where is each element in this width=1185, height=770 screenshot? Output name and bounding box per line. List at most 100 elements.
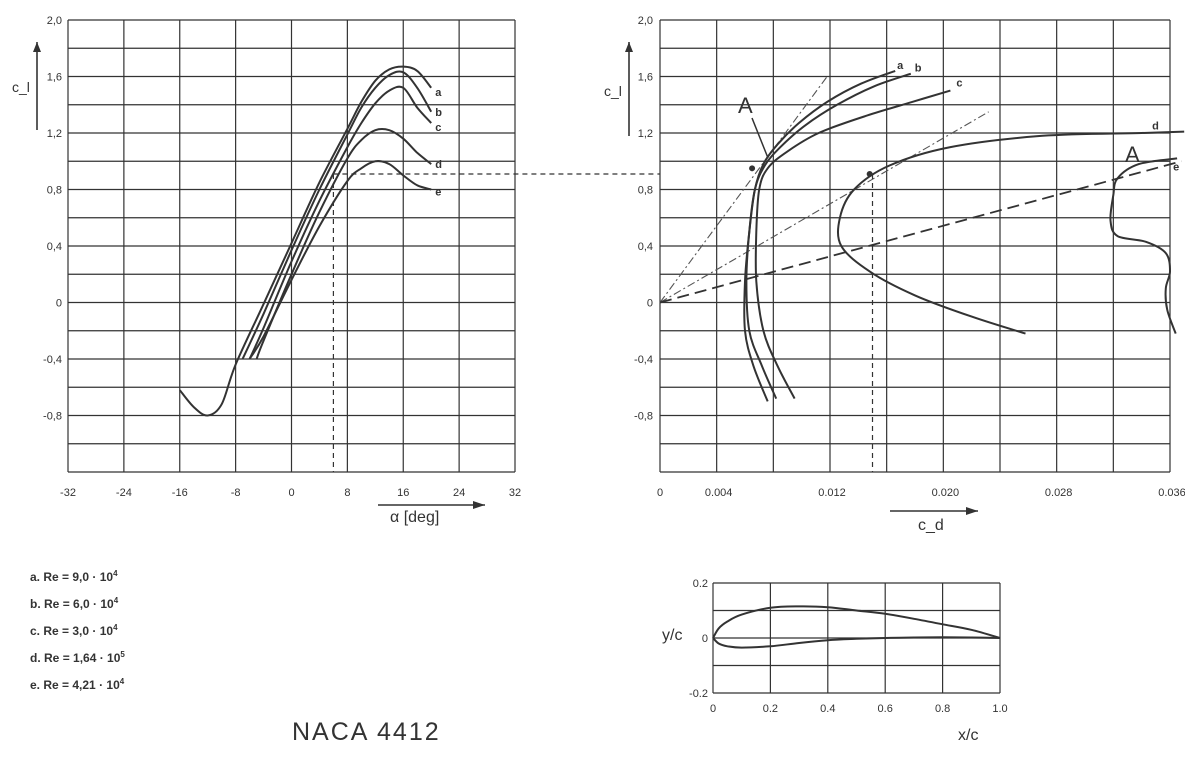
- series-line-b: [745, 72, 912, 400]
- tangent-ray-long: [659, 160, 1182, 304]
- x-tick-label: 0: [657, 487, 663, 499]
- y-tick-label: 2,0: [47, 15, 62, 27]
- legend-item-e: e. Re = 4,21 · 104: [30, 670, 125, 697]
- series-end-label: b: [915, 63, 922, 75]
- series-line-e: [248, 160, 432, 360]
- legend-key: c.: [30, 624, 41, 638]
- axis-arrow-head: [473, 501, 485, 509]
- series-line-c: [754, 89, 951, 400]
- axis-arrow-head: [966, 507, 978, 515]
- y-tick-label: 0,4: [638, 241, 653, 253]
- legend-item-c: c. Re = 3,0 · 104: [30, 616, 125, 643]
- x-tick-label: -32: [60, 487, 76, 499]
- tangent-ray: [659, 111, 989, 303]
- x-tick-label: 0.020: [932, 487, 960, 499]
- airfoil-profile-chart: 0 0.2 0.4 0.6 0.8 1.00.20-0.2y/cx/c: [662, 578, 1008, 744]
- y-tick-label: 0,8: [638, 185, 653, 197]
- series-line-c: [248, 85, 432, 360]
- series-end-label: d: [1152, 121, 1159, 133]
- x-tick-label: 0.2: [763, 703, 778, 715]
- x-tick-label: 0.004: [705, 487, 733, 499]
- y-axis-label: c_l: [604, 83, 622, 99]
- x-axis-label: x/c: [958, 727, 978, 744]
- y-tick-label: 1,2: [47, 128, 62, 140]
- legend-exponent: 4: [119, 677, 125, 686]
- legend-key: a.: [30, 570, 41, 584]
- annotation-pointer: [751, 117, 769, 159]
- series-end-label: c: [435, 122, 441, 134]
- y-tick-label: -0,4: [43, 354, 62, 366]
- legend-label: Re = 9,0 · 10: [43, 570, 114, 584]
- series-line-d: [836, 130, 1185, 335]
- legend-key: b.: [30, 597, 41, 611]
- legend-key: e.: [30, 678, 41, 692]
- figure-title: NACA 4412: [292, 718, 441, 746]
- y-tick-label: 1,2: [638, 128, 653, 140]
- x-tick-label: 32: [509, 487, 521, 499]
- lift-vs-drag-polar-chart: a b c d e A A 0 0.004 0.012 0.020 0.028 0.036 2,0 1,6 1…: [604, 15, 1185, 534]
- y-tick-label: -0,8: [634, 411, 653, 423]
- y-tick-label: 0: [702, 633, 708, 645]
- series-line-e: [1109, 157, 1178, 334]
- series-line-a: [743, 69, 896, 402]
- series-end-label: a: [435, 87, 442, 99]
- legend-exponent: 4: [113, 623, 118, 632]
- annotation-label: A: [738, 93, 753, 118]
- x-tick-label: 0: [710, 703, 716, 715]
- x-axis-label: c_d: [918, 517, 944, 534]
- x-tick-label: 0: [288, 487, 294, 499]
- series-line-d: [255, 128, 432, 360]
- series-end-label: e: [435, 187, 441, 199]
- series-line-a: [179, 65, 432, 417]
- legend-exponent: 4: [113, 596, 119, 605]
- legend-label: Re = 6,0 · 10: [44, 597, 114, 611]
- series-end-label: a: [897, 60, 904, 72]
- y-tick-label: 1,6: [638, 72, 653, 84]
- annotation-label: A: [1125, 142, 1140, 167]
- series-end-label: e: [1173, 161, 1179, 173]
- lift-vs-alpha-chart: abc d e -32 -24 -16 -8 0 8 16 24 32 2,0 1,6 1,2 0,8 0,4 0…: [12, 15, 660, 526]
- x-tick-label: 0.4: [820, 703, 835, 715]
- series-end-label: b: [435, 107, 442, 119]
- tangent-point-marker: [866, 170, 873, 177]
- series-end-label: c: [956, 78, 962, 90]
- x-tick-label: 0.6: [878, 703, 893, 715]
- x-tick-label: 0.8: [935, 703, 950, 715]
- x-tick-label: 0.012: [818, 487, 846, 499]
- axis-arrow-head: [625, 42, 633, 52]
- y-tick-label: -0,8: [43, 411, 62, 423]
- y-axis-label: c_l: [12, 79, 30, 95]
- y-tick-label: 0,4: [47, 241, 62, 253]
- x-tick-label: 0.028: [1045, 487, 1073, 499]
- y-tick-label: 0.2: [693, 578, 708, 590]
- tangent-point-marker: [749, 165, 756, 172]
- x-tick-label: 8: [344, 487, 350, 499]
- legend-label: Re = 3,0 · 10: [43, 624, 114, 638]
- y-tick-label: 2,0: [638, 15, 653, 27]
- series-end-label: d: [435, 159, 442, 171]
- x-tick-label: -8: [231, 487, 241, 499]
- y-tick-label: -0,4: [634, 354, 653, 366]
- series-line-b: [241, 70, 433, 360]
- x-tick-label: -16: [172, 487, 188, 499]
- legend-item-a: a. Re = 9,0 · 104: [30, 562, 125, 589]
- y-tick-label: 0: [647, 298, 653, 310]
- airfoil-upper-surface: [712, 605, 1001, 639]
- x-tick-label: 1.0: [992, 703, 1007, 715]
- legend-item-d: d. Re = 1,64 · 105: [30, 643, 125, 670]
- airfoil-lower-surface: [712, 636, 1001, 649]
- y-tick-label: 0: [56, 298, 62, 310]
- x-tick-label: 16: [397, 487, 409, 499]
- legend-item-b: b. Re = 6,0 · 104: [30, 589, 125, 616]
- legend-exponent: 5: [120, 650, 125, 659]
- x-axis-label: α [deg]: [390, 509, 439, 526]
- y-tick-label: 0,8: [47, 185, 62, 197]
- legend-exponent: 4: [113, 569, 118, 578]
- axis-arrow-head: [33, 42, 41, 52]
- legend-key: d.: [30, 651, 41, 665]
- tangent-ray: [659, 76, 828, 303]
- reynolds-legend: a. Re = 9,0 · 104 b. Re = 6,0 · 104 c. R…: [30, 562, 125, 697]
- legend-label: Re = 4,21 · 10: [43, 678, 120, 692]
- x-tick-label: 24: [453, 487, 465, 499]
